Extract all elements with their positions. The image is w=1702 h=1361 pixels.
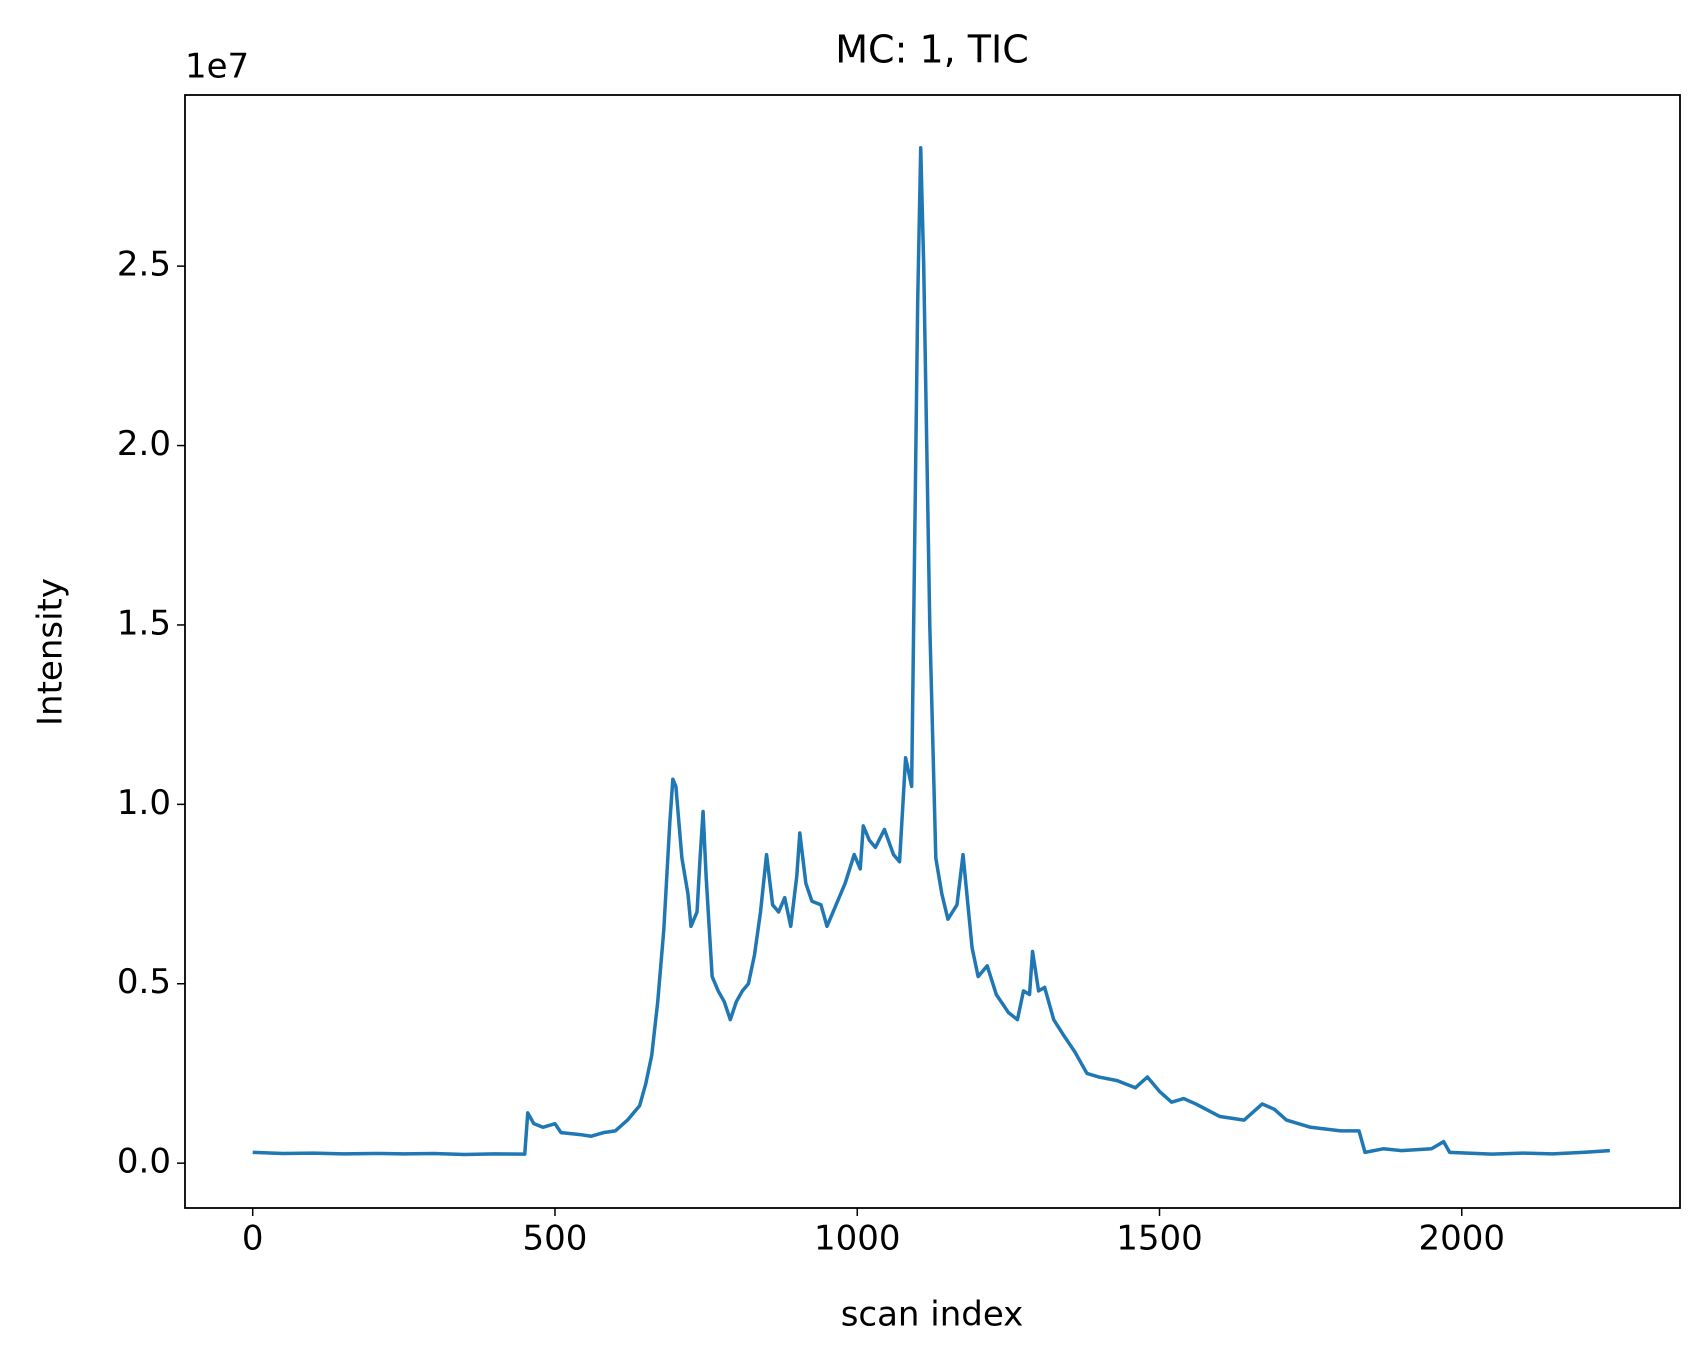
y-tick-label: 2.5 <box>117 245 171 285</box>
plot-frame <box>184 94 1681 1209</box>
x-tick-label: 500 <box>523 1219 588 1259</box>
y-tick-label: 0.5 <box>117 962 171 1002</box>
y-tick-label: 2.0 <box>117 424 171 464</box>
y-axis-label: Intensity <box>31 578 71 726</box>
x-tick-label: 0 <box>242 1219 264 1259</box>
x-tick-label: 2000 <box>1418 1219 1505 1259</box>
x-tick-label: 1000 <box>814 1219 901 1259</box>
y-offset-label: 1e7 <box>185 47 249 87</box>
chart-title: MC: 1, TIC <box>835 28 1029 72</box>
x-axis-label: scan index <box>841 1295 1024 1335</box>
y-tick-label: 0.0 <box>117 1142 171 1182</box>
y-tick-label: 1.5 <box>117 603 171 643</box>
x-tick-label: 1500 <box>1116 1219 1203 1259</box>
y-tick-label: 1.0 <box>117 783 171 823</box>
line <box>252 145 1610 1157</box>
